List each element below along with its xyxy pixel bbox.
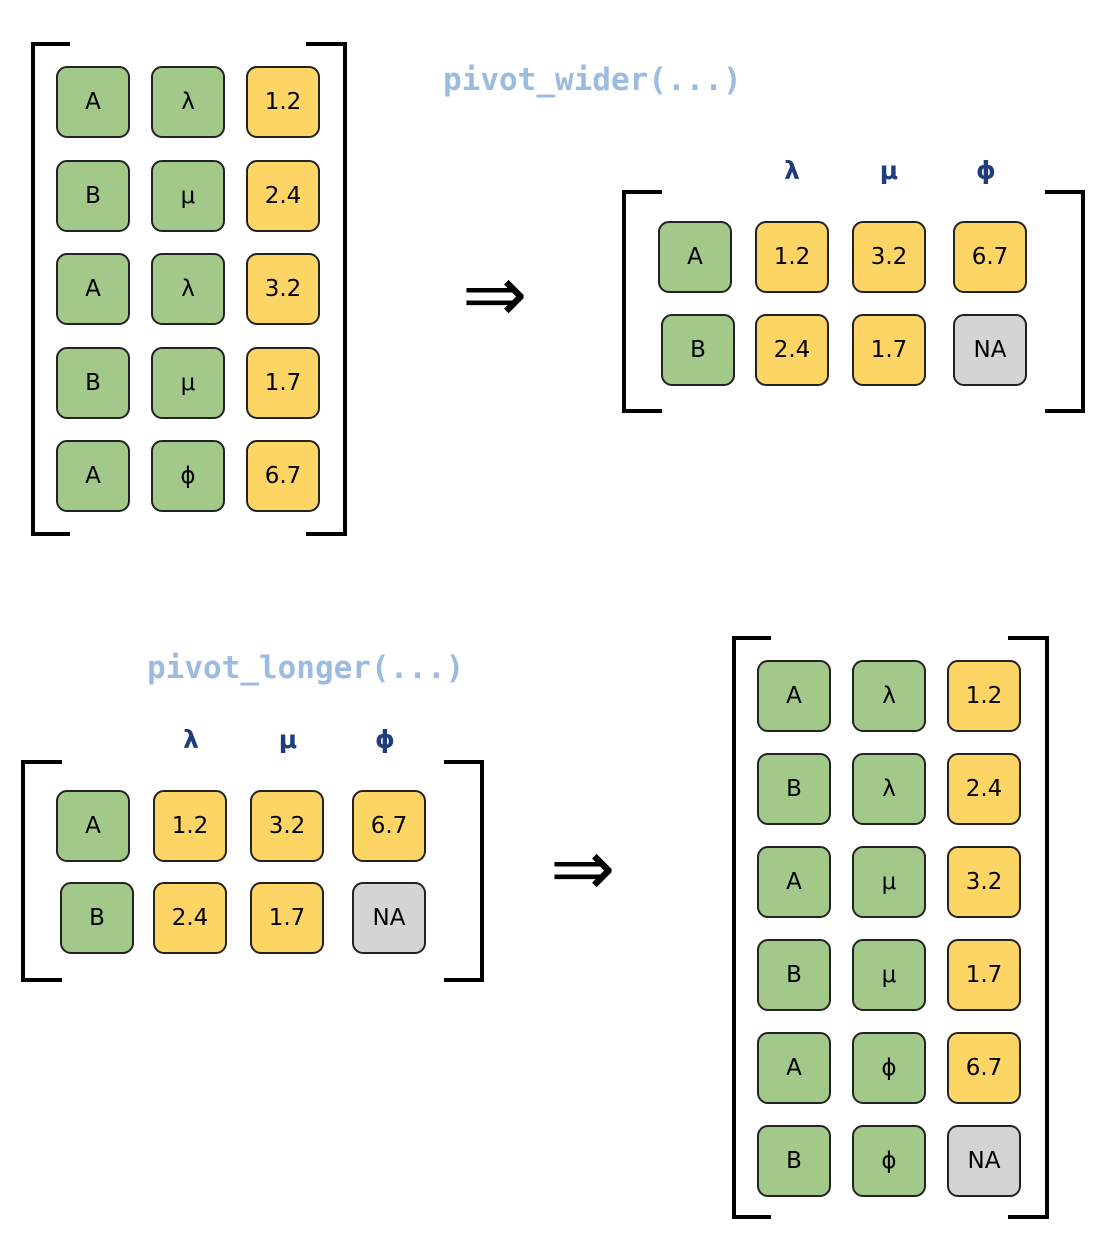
table-cell: 1.2 (246, 66, 320, 138)
table-cell: A (56, 790, 130, 862)
table-cell: λ (852, 660, 926, 732)
table-cell: 6.7 (953, 221, 1027, 293)
table-cell: λ (151, 253, 225, 325)
wider-arrow-icon: ⇒ (462, 250, 528, 340)
table-cell: ϕ (151, 440, 225, 512)
table-cell: A (56, 66, 130, 138)
table-cell: ϕ (852, 1032, 926, 1104)
pivot-longer-label: pivot_longer(...) (147, 650, 465, 686)
table-cell: μ (151, 347, 225, 419)
table-cell: B (56, 160, 130, 232)
longer-arrow-icon: ⇒ (550, 824, 616, 914)
longer-input-header-3: ϕ (375, 725, 395, 754)
wider-output-header-1: λ (784, 156, 800, 185)
table-cell: A (56, 440, 130, 512)
table-cell: B (56, 347, 130, 419)
table-cell: A (757, 660, 831, 732)
table-cell: 2.4 (153, 882, 227, 954)
table-cell: 3.2 (947, 846, 1021, 918)
table-cell: μ (852, 939, 926, 1011)
table-cell: 1.7 (852, 314, 926, 386)
table-cell: 2.4 (246, 160, 320, 232)
table-cell: A (757, 1032, 831, 1104)
table-cell: NA (953, 314, 1027, 386)
table-cell: 6.7 (947, 1032, 1021, 1104)
table-cell: μ (151, 160, 225, 232)
table-cell: A (757, 846, 831, 918)
table-cell: 3.2 (852, 221, 926, 293)
table-cell: A (658, 221, 732, 293)
table-cell: λ (151, 66, 225, 138)
table-cell: 1.7 (947, 939, 1021, 1011)
table-cell: 1.7 (246, 347, 320, 419)
table-cell: 1.7 (250, 882, 324, 954)
longer-input-header-1: λ (183, 725, 199, 754)
table-cell: NA (352, 882, 426, 954)
wider-output-header-3: ϕ (976, 156, 996, 185)
table-cell: μ (852, 846, 926, 918)
wider-input-left-bracket (31, 42, 70, 536)
table-cell: 1.2 (153, 790, 227, 862)
table-cell: 1.2 (755, 221, 829, 293)
table-cell: 1.2 (947, 660, 1021, 732)
table-cell: B (60, 882, 134, 954)
wider-input-right-bracket (306, 42, 347, 536)
longer-output-left-bracket (732, 636, 771, 1219)
longer-input-header-2: μ (278, 725, 298, 754)
table-cell: B (757, 1125, 831, 1197)
table-cell: 3.2 (250, 790, 324, 862)
table-cell: 2.4 (947, 753, 1021, 825)
table-cell: B (661, 314, 735, 386)
wider-output-left-bracket (622, 190, 662, 413)
table-cell: A (56, 253, 130, 325)
pivot-wider-label: pivot_wider(...) (443, 62, 742, 98)
table-cell: 3.2 (246, 253, 320, 325)
table-cell: λ (852, 753, 926, 825)
table-cell: NA (947, 1125, 1021, 1197)
longer-input-left-bracket (21, 760, 62, 982)
table-cell: 2.4 (755, 314, 829, 386)
table-cell: 6.7 (352, 790, 426, 862)
table-cell: B (757, 939, 831, 1011)
table-cell: B (757, 753, 831, 825)
table-cell: ϕ (852, 1125, 926, 1197)
table-cell: 6.7 (246, 440, 320, 512)
longer-input-right-bracket (444, 760, 484, 982)
longer-output-right-bracket (1008, 636, 1049, 1219)
wider-output-header-2: μ (879, 156, 899, 185)
wider-output-right-bracket (1045, 190, 1085, 413)
